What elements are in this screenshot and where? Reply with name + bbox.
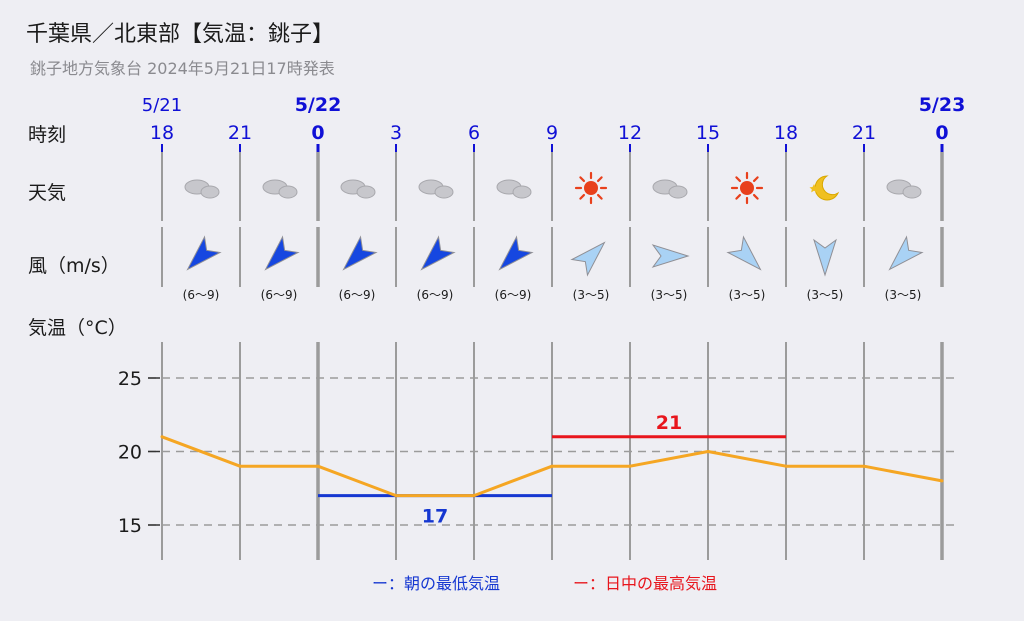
cloudy-icon — [886, 179, 922, 199]
time-hour-label: 21 — [228, 122, 252, 144]
temp-data-point — [940, 479, 944, 483]
temp-data-point — [550, 464, 554, 468]
temp-data-point — [160, 435, 164, 439]
cloudy-icon — [496, 179, 532, 199]
time-hour-label: 21 — [852, 122, 876, 144]
time-hour-label: 9 — [546, 122, 558, 144]
wind-speed-label: (6〜9) — [183, 288, 220, 302]
temp-data-point — [628, 464, 632, 468]
wind-arrow-icon — [186, 235, 222, 271]
cloud-puff — [902, 185, 922, 199]
wind-speed-label: (6〜9) — [261, 288, 298, 302]
temp-axis-tick-label: 20 — [118, 442, 142, 464]
cloud-puff — [668, 185, 688, 199]
wind-speed-label: (6〜9) — [339, 288, 376, 302]
time-hour-label: 15 — [696, 122, 720, 144]
sun-icon — [574, 171, 608, 205]
time-date-label: 5/21 — [142, 95, 182, 116]
temp-data-point — [394, 494, 398, 498]
cloud-shape — [512, 185, 532, 199]
min-temp-label: 17 — [422, 506, 448, 528]
wind-arrow-icon — [342, 235, 378, 271]
time-hour-label: 18 — [150, 122, 174, 144]
wind-speed-label: (3〜5) — [573, 288, 610, 302]
temp-data-point — [472, 494, 476, 498]
row-label-time: 時刻 — [28, 124, 66, 146]
time-hour-label: 0 — [311, 122, 324, 144]
temp-data-point — [706, 450, 710, 453]
wind-speed-label: (3〜5) — [651, 288, 688, 302]
sun-ray — [735, 176, 742, 183]
cloud-shape — [434, 185, 454, 199]
legend-min-temp: ー：朝の最低気温 — [372, 574, 501, 593]
time-date-label: 5/22 — [295, 94, 342, 116]
sun-ray — [735, 193, 742, 200]
cloud-shape — [668, 185, 688, 199]
sun-core — [740, 181, 754, 195]
sun-ray — [579, 176, 586, 183]
cloud-shape — [278, 185, 298, 199]
wind-arrow-icon — [420, 235, 456, 271]
wind-speed-label: (3〜5) — [807, 288, 844, 302]
cloud-puff — [434, 185, 454, 199]
wind-speed-label: (6〜9) — [417, 288, 454, 302]
row-label-weather: 天気 — [28, 182, 66, 204]
cloud-puff — [356, 185, 376, 199]
cloud-shape — [200, 185, 220, 199]
page-title: 千葉県／北東部【気温：銚子】 — [26, 22, 335, 47]
temp-data-point — [862, 464, 866, 468]
cloud-puff — [512, 185, 532, 199]
temp-data-point — [238, 464, 242, 468]
sun-ray — [579, 193, 586, 200]
time-date-label: 5/23 — [919, 94, 966, 116]
time-hour-label: 0 — [935, 122, 948, 144]
page-subtitle: 銚子地方気象台 2024年5月21日17時発表 — [30, 59, 335, 78]
cloud-puff — [278, 185, 298, 199]
sun-icon — [730, 171, 764, 205]
sun-core — [584, 181, 598, 195]
wind-speed-label: (3〜5) — [885, 288, 922, 302]
cloudy-icon — [652, 179, 688, 199]
temp-data-point — [784, 464, 788, 468]
cloud-shape — [356, 185, 376, 199]
time-hour-label: 3 — [390, 122, 402, 144]
wind-speed-label: (3〜5) — [729, 288, 766, 302]
wind-arrow-icon — [570, 241, 606, 277]
cloudy-icon — [262, 179, 298, 199]
time-hour-label: 18 — [774, 122, 798, 144]
wind-arrow-icon — [651, 244, 690, 268]
star-shape — [809, 184, 819, 193]
row-label-wind: 風（m/s） — [28, 255, 120, 277]
wind-arrow-icon — [813, 238, 837, 277]
wind-speed-label: (6〜9) — [495, 288, 532, 302]
wind-arrow-icon — [888, 235, 924, 271]
row-label-temp: 気温（°C） — [28, 317, 127, 339]
cloudy-icon — [418, 179, 454, 199]
moon-icon — [809, 175, 840, 201]
wind-arrow-icon — [498, 235, 534, 271]
cloud-shape — [902, 185, 922, 199]
max-temp-label: 21 — [656, 412, 682, 434]
temp-data-point — [316, 464, 320, 468]
wind-arrow-icon — [726, 235, 762, 271]
temp-axis-tick-label: 15 — [118, 515, 142, 537]
cloudy-icon — [340, 179, 376, 199]
sun-ray — [596, 176, 603, 183]
moon-crescent — [814, 175, 840, 201]
time-hour-label: 6 — [468, 122, 480, 144]
temp-axis-tick-label: 25 — [118, 368, 142, 390]
time-hour-label: 12 — [618, 122, 642, 144]
sun-ray — [596, 193, 603, 200]
sun-ray — [752, 193, 759, 200]
legend-max-temp: ー：日中の最高気温 — [573, 574, 718, 593]
cloud-puff — [200, 185, 220, 199]
sun-ray — [752, 176, 759, 183]
wind-arrow-icon — [264, 235, 300, 271]
cloudy-icon — [184, 179, 220, 199]
